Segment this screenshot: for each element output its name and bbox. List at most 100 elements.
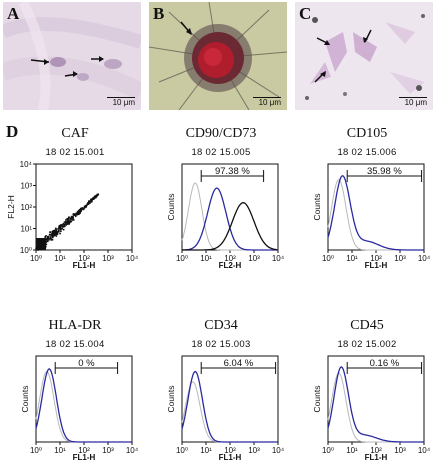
- x-tick-label: 10²: [370, 254, 382, 263]
- histogram-sample: [327, 174, 423, 251]
- photo-b-image: [149, 2, 287, 110]
- scatter-point: [54, 232, 57, 234]
- scatter-point: [67, 220, 70, 222]
- scatter-point: [65, 224, 67, 226]
- plot-title: CAF: [61, 126, 89, 141]
- plot-sample-id: 18 02 15.003: [191, 339, 251, 350]
- y-tick-label: 10⁴: [20, 160, 33, 169]
- histogram-second: [182, 202, 278, 251]
- scatter-point: [66, 222, 69, 224]
- scatter-point: [51, 232, 53, 234]
- scatter-point: [95, 195, 98, 198]
- photo-panel-c: C 10 μm: [295, 2, 433, 110]
- scatter-point: [65, 220, 67, 223]
- scatter-point: [65, 222, 67, 224]
- x-tick-label: 10⁴: [418, 446, 431, 455]
- x-tick-label: 10¹: [346, 254, 358, 263]
- scatter-point: [66, 223, 68, 225]
- x-tick-label: 10⁰: [322, 446, 334, 455]
- scatter-point: [48, 239, 50, 241]
- plot-title: HLA-DR: [48, 318, 102, 333]
- plot-title: CD90/CD73: [185, 126, 257, 141]
- plot-sample-id: 18 02 15.005: [191, 147, 251, 158]
- scatter-point: [67, 219, 69, 221]
- scatter-point: [63, 224, 65, 226]
- scatter-point: [53, 231, 56, 234]
- x-tick-label: 10¹: [346, 446, 358, 455]
- scatter-point: [47, 237, 49, 239]
- scatter-point: [95, 196, 97, 199]
- plot-sample-id: 18 02 15.001: [45, 147, 105, 158]
- plot-title: CD34: [204, 318, 238, 333]
- scatter-point: [46, 235, 49, 238]
- histogram-sample: [181, 370, 277, 443]
- photo-a-letter: A: [7, 4, 20, 23]
- scatter-point: [91, 200, 93, 202]
- scatter-point: [62, 225, 65, 228]
- scatter-point: [45, 243, 48, 246]
- x-tick-label: 10²: [224, 254, 236, 263]
- flow-plot-3: 10⁰ 10¹ 10² 10³ 10⁴ FL1-H Counts 0 %: [20, 355, 139, 460]
- scatter-point: [78, 210, 80, 212]
- histogram-control: [35, 370, 131, 443]
- x-tick-label: 10⁰: [30, 446, 42, 455]
- scatter-point: [89, 202, 91, 204]
- y-axis-label: Counts: [166, 194, 176, 221]
- scatter-point: [80, 208, 83, 210]
- x-axis-label: FL1-H: [219, 453, 242, 460]
- scatter-point: [93, 197, 96, 199]
- flow-plot-0: 10⁰ 10¹ 10² 10³ 10⁴ FL1-H FL2-H 10⁰ 10¹ 10² 10³ 10⁴: [6, 160, 139, 268]
- scatter-point: [61, 224, 64, 226]
- x-tick-label: 10²: [224, 446, 236, 455]
- x-tick-label: 10³: [102, 446, 114, 455]
- scatter-point: [82, 207, 84, 210]
- photo-a-scale-text: 10 μm: [112, 98, 135, 107]
- y-tick-label: 10⁰: [20, 246, 32, 255]
- histogram-control: [327, 372, 423, 443]
- scatter-point: [83, 207, 86, 209]
- scatter-point: [87, 202, 89, 204]
- scatter-point: [61, 226, 64, 228]
- scatter-point: [55, 230, 58, 232]
- y-axis-label: Counts: [166, 386, 176, 413]
- x-axis-label: FL1-H: [73, 453, 96, 460]
- scatter-point: [46, 240, 49, 243]
- scatter-point: [72, 216, 74, 218]
- scatter-point: [59, 232, 61, 235]
- scatter-point: [56, 231, 59, 234]
- gate-percent: 97.38 %: [215, 166, 250, 177]
- scatter-point: [45, 238, 48, 241]
- scatter-point: [52, 229, 55, 232]
- scatter-point: [58, 229, 60, 232]
- scatter-point: [63, 223, 65, 225]
- x-tick-label: 10²: [370, 446, 382, 455]
- histogram-sample: [35, 368, 131, 443]
- scatter-point: [51, 233, 54, 236]
- gate-percent: 6.04 %: [224, 358, 254, 369]
- y-axis-label: Counts: [20, 386, 30, 413]
- scatter-point: [49, 233, 52, 236]
- gate-percent: 0 %: [78, 358, 95, 369]
- scatter-point: [60, 224, 63, 226]
- scatter-point: [66, 221, 68, 223]
- section-label-d: D: [6, 122, 19, 141]
- y-axis-label: FL2-H: [6, 195, 16, 219]
- scatter-point: [92, 197, 94, 199]
- scatter-point: [63, 221, 66, 223]
- flow-plot-1: 10⁰ 10¹ 10² 10³ 10⁴ FL2-H Counts 97.38 %: [166, 163, 285, 268]
- x-tick-label: 10⁴: [272, 254, 285, 263]
- scatter-point: [91, 198, 94, 200]
- scatter-point: [60, 230, 62, 233]
- scatter-point: [87, 203, 90, 205]
- scatter-point: [72, 213, 75, 216]
- scatter-point: [96, 193, 99, 196]
- scatter-point: [62, 228, 65, 231]
- x-tick-label: 10²: [78, 254, 90, 263]
- x-axis-label: FL1-H: [365, 261, 388, 268]
- x-tick-label: 10¹: [54, 446, 66, 455]
- x-tick-label: 10¹: [200, 446, 212, 455]
- x-tick-label: 10³: [248, 254, 260, 263]
- x-tick-label: 10¹: [200, 254, 212, 263]
- x-axis-label: FL1-H: [365, 453, 388, 460]
- plot-sample-id: 18 02 15.002: [337, 339, 397, 350]
